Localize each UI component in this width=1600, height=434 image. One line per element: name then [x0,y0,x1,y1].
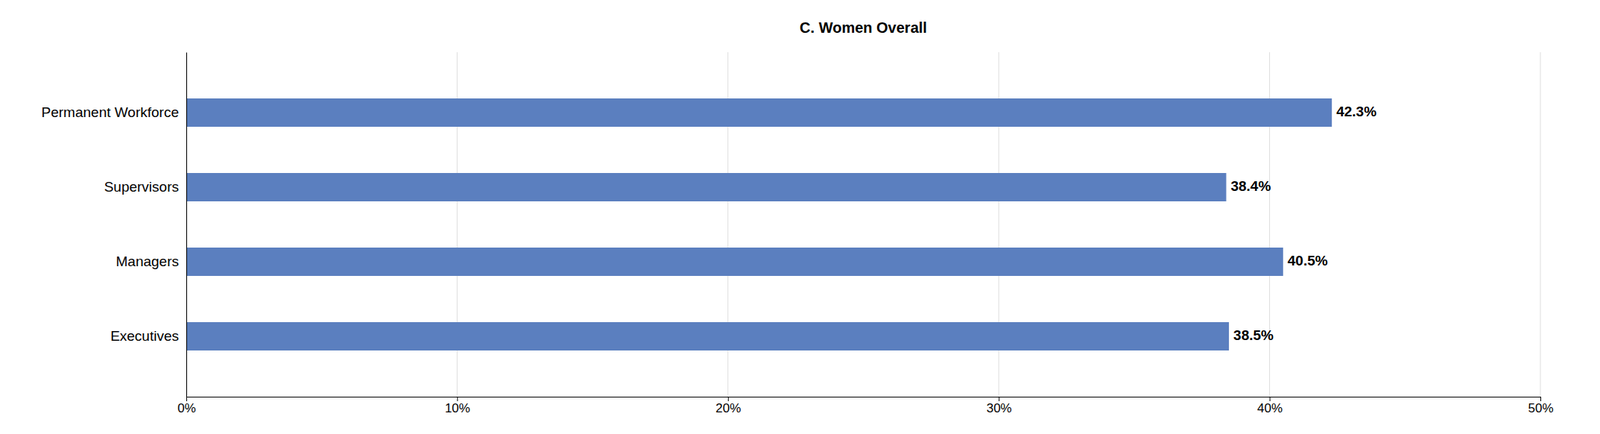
bar [186,98,1332,127]
x-tick: 0% [177,396,196,416]
data-label: 40.5% [1287,252,1328,269]
x-tick: 30% [986,396,1013,416]
x-axis: 0% 10% 20% 30% 40% 50% [177,396,1554,416]
chart-container: 42.3% 38.4% 40.5% 38.5% 0% 10% 20% 30% 40% 50% Per… [0,0,1600,434]
x-tick: 10% [444,396,471,416]
grid [186,52,1541,397]
bars [186,98,1332,351]
y-tick-label: Executives [110,327,179,344]
bar [186,247,1284,276]
y-tick: Managers [116,253,188,270]
y-axis-line [186,52,188,398]
title: C. Women Overall [799,19,928,36]
x-tick-label: 30% [986,400,1013,416]
x-tick-label: 50% [1527,400,1554,416]
y-tick-label: Supervisors [104,178,179,195]
x-tick: 20% [715,396,741,416]
y-tick-label: Managers [116,253,180,270]
plot: 42.3% 38.4% 40.5% 38.5% 0% 10% 20% 30% 40% 50% Per… [41,52,1554,416]
grid-line [186,52,188,397]
x-tick-label: 0% [177,400,196,416]
chart: 42.3% 38.4% 40.5% 38.5% 0% 10% 20% 30% 40% 50% Per… [0,0,1600,434]
bar [186,172,1226,202]
x-tick: 50% [1527,396,1554,416]
x-tick: 40% [1257,396,1283,416]
x-tick-label: 40% [1257,400,1283,416]
y-tick-label: Permanent Workforce [41,104,179,120]
y-axis: Permanent Workforce Supervisors Managers Ex… [41,52,188,398]
data-label: 42.3% [1336,103,1377,120]
x-axis-line [187,397,1542,402]
data-label: 38.5% [1233,327,1274,343]
y-tick: Executives [110,327,187,344]
bar [186,321,1229,351]
x-tick-label: 20% [715,400,741,416]
grid-line [1540,52,1542,397]
x-tick-label: 10% [444,400,471,416]
data-label: 38.4% [1230,178,1271,194]
y-tick: Permanent Workforce [41,104,187,120]
y-tick: Supervisors [104,178,187,195]
data-labels: 42.3% 38.4% 40.5% 38.5% [1230,103,1377,343]
